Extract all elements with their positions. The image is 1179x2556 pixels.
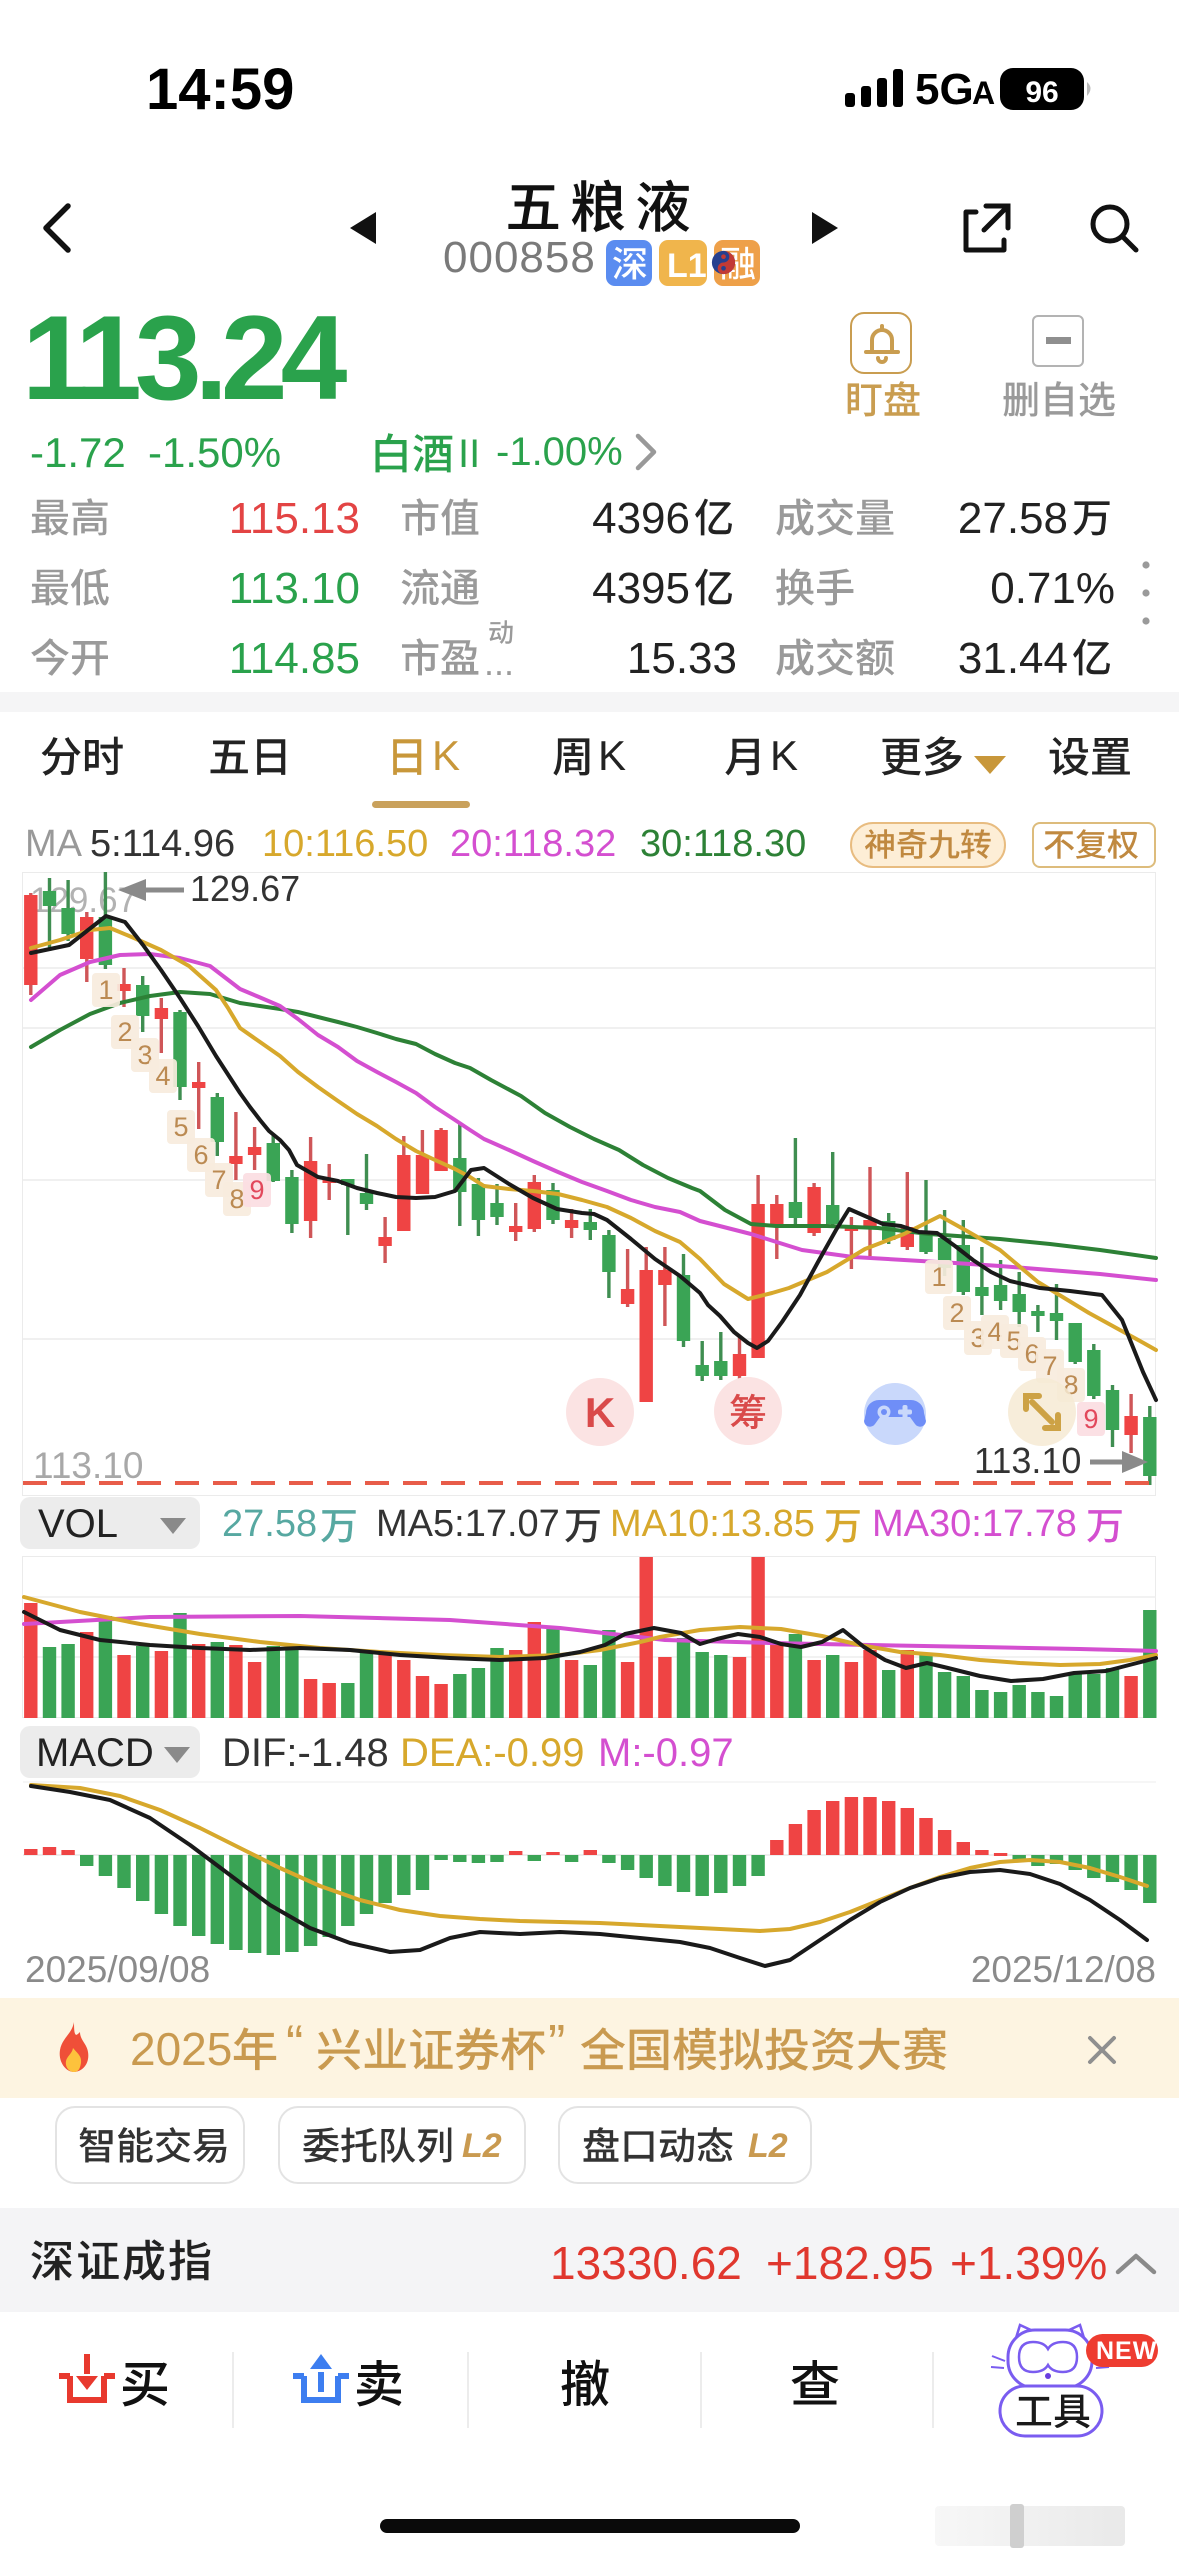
- svg-text:5: 5: [1006, 1326, 1021, 1356]
- svg-text:2: 2: [117, 1017, 132, 1047]
- svg-text:9: 9: [249, 1175, 264, 1205]
- svg-text:7: 7: [211, 1165, 226, 1195]
- svg-text:96: 96: [1025, 76, 1058, 109]
- svg-text:6: 6: [1024, 1339, 1039, 1369]
- svg-text:129.67: 129.67: [190, 868, 300, 909]
- svg-text:4: 4: [987, 1317, 1002, 1347]
- svg-text:9: 9: [1083, 1404, 1098, 1434]
- svg-text:113.10: 113.10: [33, 1445, 143, 1486]
- svg-text:6: 6: [193, 1140, 208, 1170]
- svg-text:2: 2: [949, 1298, 964, 1328]
- svg-text:4: 4: [155, 1061, 170, 1091]
- svg-text:3: 3: [137, 1040, 152, 1070]
- svg-text:8: 8: [229, 1184, 244, 1214]
- svg-text:1: 1: [98, 975, 113, 1005]
- svg-text:113.10: 113.10: [974, 1440, 1081, 1481]
- svg-text:5: 5: [173, 1112, 188, 1142]
- svg-text:7: 7: [1042, 1351, 1057, 1381]
- svg-text:1: 1: [931, 1262, 946, 1292]
- svg-text:K: K: [585, 1389, 615, 1436]
